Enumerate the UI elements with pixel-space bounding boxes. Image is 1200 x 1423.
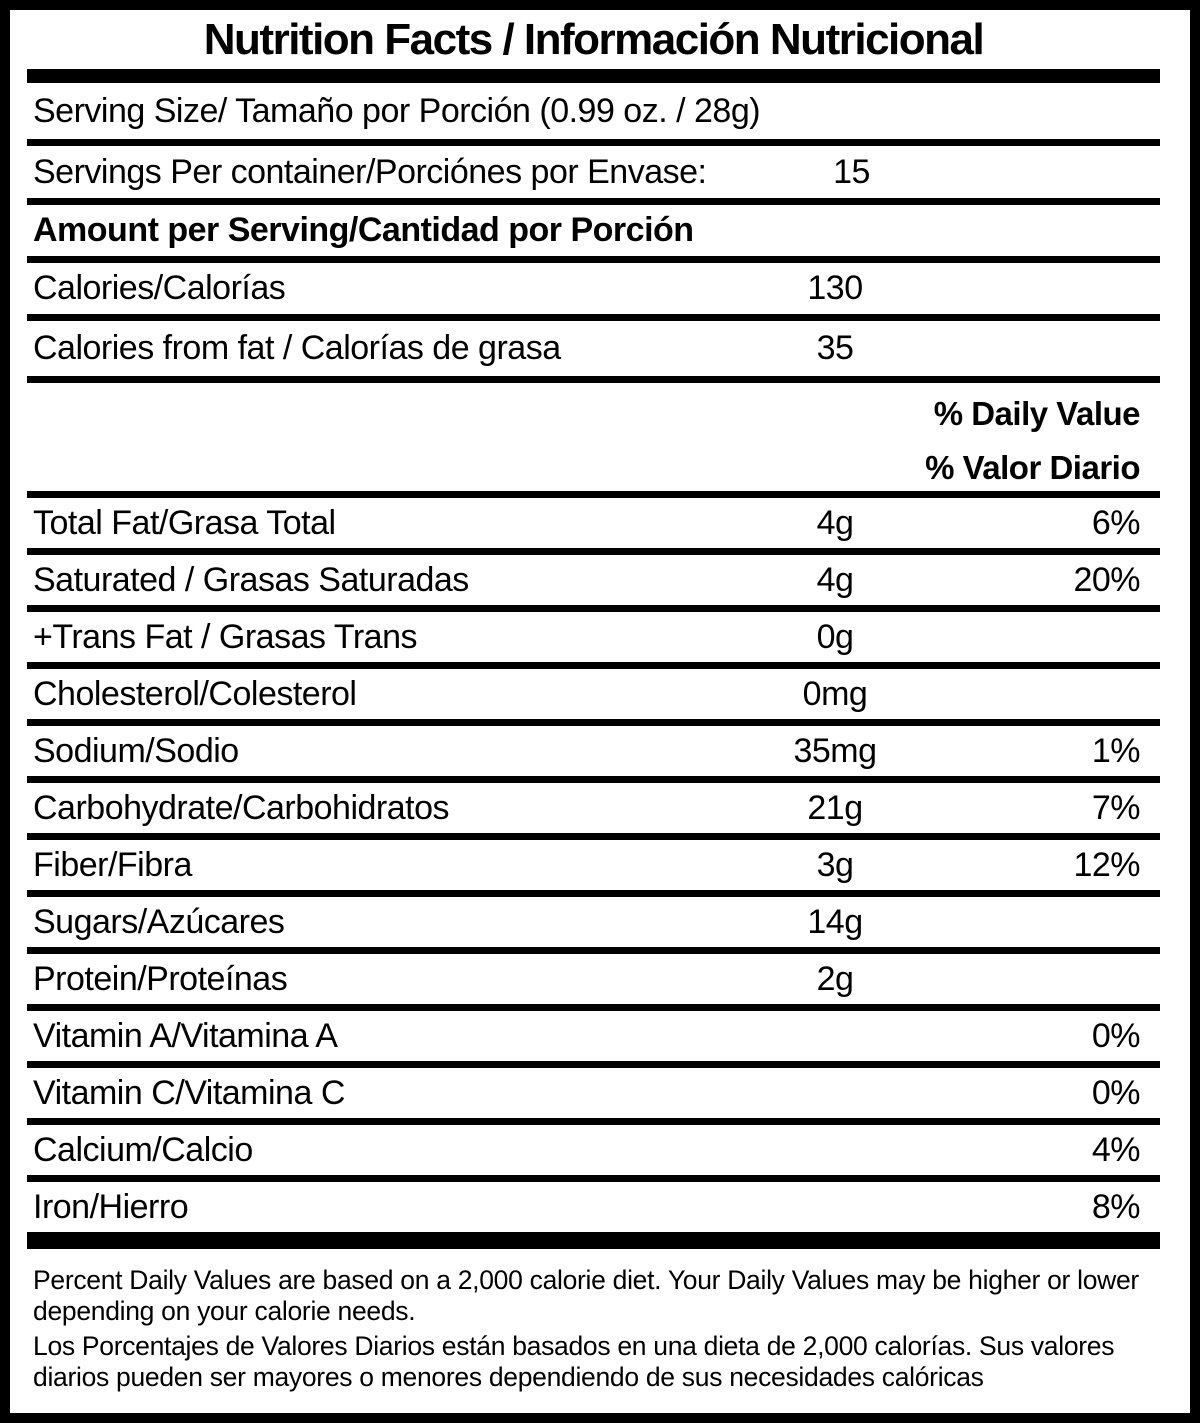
nutrient-daily-value: 7% <box>1091 788 1141 827</box>
nutrient-name: Sodium/Sodio <box>33 731 239 770</box>
nutrient-daily-value: 0% <box>1091 1016 1141 1055</box>
nutrient-amount: 0mg <box>802 674 868 713</box>
nutrient-name: Carbohydrate/Carbohidratos <box>33 788 450 827</box>
calories-label: Calories/Calorías <box>33 269 286 307</box>
nutrient-amount: 0g <box>816 617 854 656</box>
calories-row: Calories/Calorías 130 <box>27 263 1160 321</box>
daily-value-header-en: % Daily Value <box>933 395 1141 432</box>
serving-size-text: Serving Size/ Tamaño por Porción (0.99 o… <box>33 91 761 130</box>
nutrient-amount: 4g <box>816 503 854 542</box>
nutrient-amount: 2g <box>816 959 854 998</box>
calories-value: 130 <box>807 269 863 307</box>
nutrient-row: Fiber/Fibra 3g 12% <box>27 840 1160 897</box>
nutrient-name: +Trans Fat / Grasas Trans <box>33 617 417 656</box>
footnote-divider-bar <box>27 1239 1160 1249</box>
nutrient-amount: 4g <box>816 560 854 599</box>
nutrient-daily-value: 8% <box>1091 1187 1141 1226</box>
servings-per-container-row: Servings Per container/Porciónes por Env… <box>27 146 1160 205</box>
label-title: Nutrition Facts / Información Nutriciona… <box>203 14 985 64</box>
nutrient-amount: 21g <box>807 788 863 827</box>
title-divider-bar <box>27 69 1160 83</box>
nutrient-row: Calcium/Calcio 4% <box>27 1125 1160 1182</box>
footnotes: Percent Daily Values are based on a 2,00… <box>27 1249 1160 1393</box>
nutrient-row: Sodium/Sodio 35mg 1% <box>27 726 1160 783</box>
amount-per-serving-text: Amount per Serving/Cantidad por Porción <box>33 211 694 249</box>
nutrient-name: Saturated / Grasas Saturadas <box>33 560 469 599</box>
nutrient-daily-value: 0% <box>1091 1073 1141 1112</box>
nutrient-name: Protein/Proteínas <box>33 959 288 998</box>
footnote-english: Percent Daily Values are based on a 2,00… <box>33 1265 1139 1326</box>
nutrient-row: Saturated / Grasas Saturadas 4g 20% <box>27 555 1160 612</box>
calories-from-fat-row: Calories from fat / Calorías de grasa 35 <box>27 321 1160 383</box>
nutrient-amount: 3g <box>816 845 854 884</box>
footnote-spanish: Los Porcentajes de Valores Diarios están… <box>33 1331 1115 1392</box>
nutrient-daily-value: 20% <box>1073 560 1140 599</box>
nutrient-name: Sugars/Azúcares <box>33 902 285 941</box>
nutrient-name: Iron/Hierro <box>33 1187 189 1226</box>
nutrient-row: Vitamin C/Vitamina C 0% <box>27 1068 1160 1125</box>
nutrient-daily-value: 1% <box>1091 731 1141 770</box>
nutrient-row: Vitamin A/Vitamina A 0% <box>27 1011 1160 1068</box>
calories-from-fat-label: Calories from fat / Calorías de grasa <box>33 329 561 367</box>
nutrient-daily-value: 12% <box>1073 845 1140 884</box>
nutrient-name: Vitamin A/Vitamina A <box>33 1016 338 1055</box>
nutrient-row: Protein/Proteínas 2g <box>27 954 1160 1011</box>
nutrient-row: Iron/Hierro 8% <box>27 1182 1160 1239</box>
nutrient-row: Total Fat/Grasa Total 4g 6% <box>27 498 1160 555</box>
nutrient-rows-container: Total Fat/Grasa Total 4g 6% Saturated / … <box>27 498 1160 1239</box>
nutrient-amount: 14g <box>807 902 863 941</box>
calories-from-fat-value: 35 <box>816 329 854 367</box>
serving-size-row: Serving Size/ Tamaño por Porción (0.99 o… <box>27 83 1160 146</box>
nutrient-daily-value: 6% <box>1091 503 1141 542</box>
servings-per-container-label: Servings Per container/Porciónes por Env… <box>33 152 707 191</box>
amount-per-serving-header: Amount per Serving/Cantidad por Porción <box>27 205 1160 263</box>
nutrient-row: Carbohydrate/Carbohidratos 21g 7% <box>27 783 1160 840</box>
nutrient-daily-value: 4% <box>1091 1130 1141 1169</box>
nutrient-name: Total Fat/Grasa Total <box>33 503 336 542</box>
nutrient-name: Calcium/Calcio <box>33 1130 253 1169</box>
nutrient-row: +Trans Fat / Grasas Trans 0g <box>27 612 1160 669</box>
daily-value-header-es: % Valor Diario <box>27 445 1160 498</box>
nutrient-name: Cholesterol/Colesterol <box>33 674 357 713</box>
nutrient-name: Fiber/Fibra <box>33 845 192 884</box>
nutrient-row: Sugars/Azúcares 14g <box>27 897 1160 954</box>
nutrient-name: Vitamin C/Vitamina C <box>33 1073 345 1112</box>
nutrient-row: Cholesterol/Colesterol 0mg <box>27 669 1160 726</box>
servings-per-container-value: 15 <box>833 152 870 191</box>
nutrient-amount: 35mg <box>793 731 877 770</box>
